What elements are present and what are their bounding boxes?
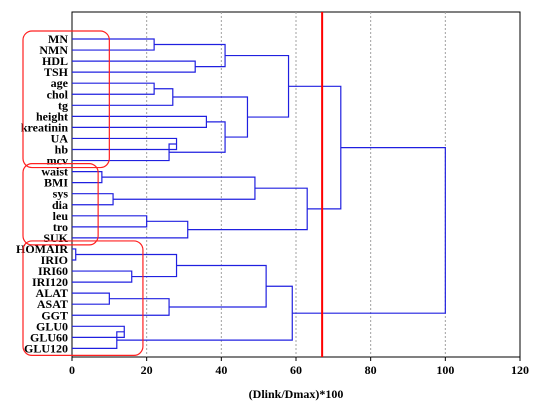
x-tick-label: 0 (69, 363, 75, 377)
leaf-label: dia (52, 198, 68, 212)
leaf-label: height (36, 109, 68, 123)
dendrogram-link (292, 147, 446, 314)
dendrogram-link (75, 253, 178, 278)
leaf-label: IRI120 (32, 275, 68, 289)
leaf-label: MN (48, 32, 68, 46)
leaf-label: BMI (44, 176, 68, 190)
x-tick-label: 100 (436, 363, 454, 377)
leaf-label: IRIO (41, 253, 68, 267)
leaf-label: NMN (39, 43, 68, 57)
leaf-label: tro (53, 220, 68, 234)
dendrogram-link (72, 38, 155, 51)
leaf-label: GLU120 (24, 341, 68, 355)
leaf-label: kreatinin (21, 120, 68, 134)
leaf-label: hb (55, 143, 69, 157)
grid-lines (146, 12, 446, 357)
x-tick-label: 40 (215, 363, 227, 377)
leaf-label: age (51, 76, 69, 90)
cluster-box (22, 240, 144, 356)
x-tick-label: 20 (141, 363, 153, 377)
dendrogram-link (72, 270, 133, 283)
leaf-label: tg (58, 98, 68, 112)
leaf-label: UA (51, 131, 69, 145)
cluster-box (22, 163, 99, 246)
x-tick-label: 80 (365, 363, 377, 377)
x-tick-label: 60 (290, 363, 302, 377)
dendrogram-link (101, 176, 256, 200)
dendrogram-link (225, 54, 290, 118)
x-tick-label: 120 (511, 363, 529, 377)
leaf-label: ASAT (37, 297, 68, 311)
leaf-label: GLU0 (36, 319, 68, 333)
dendrogram-tree (72, 38, 446, 349)
leaf-label: ALAT (36, 286, 68, 300)
dendrogram-link (72, 325, 125, 338)
leaf-label: HDL (42, 54, 68, 68)
x-axis-label: (Dlink/Dmax)*100 (249, 387, 344, 401)
dendrogram-link (72, 220, 189, 239)
dendrogram-link (72, 248, 77, 261)
cluster-boxes (22, 30, 144, 356)
x-axis-ticks: 0 20 40 60 80 100 120 (69, 357, 529, 377)
leaf-label: chol (47, 87, 69, 101)
leaf-label: TSH (44, 65, 69, 79)
leaf-labels: MNNMNHDLTSHagecholtgheightkreatininUAhbm… (16, 32, 69, 355)
dendrogram-link (72, 82, 155, 95)
leaf-label: leu (53, 209, 69, 223)
leaf-label: sys (53, 187, 69, 201)
leaf-label: GLU60 (30, 330, 68, 344)
dendrogram-link (169, 264, 267, 308)
leaf-label: IRI60 (38, 264, 68, 278)
dendrogram-link (72, 292, 110, 305)
leaf-label: GGT (41, 308, 68, 322)
cluster-box (22, 30, 110, 169)
